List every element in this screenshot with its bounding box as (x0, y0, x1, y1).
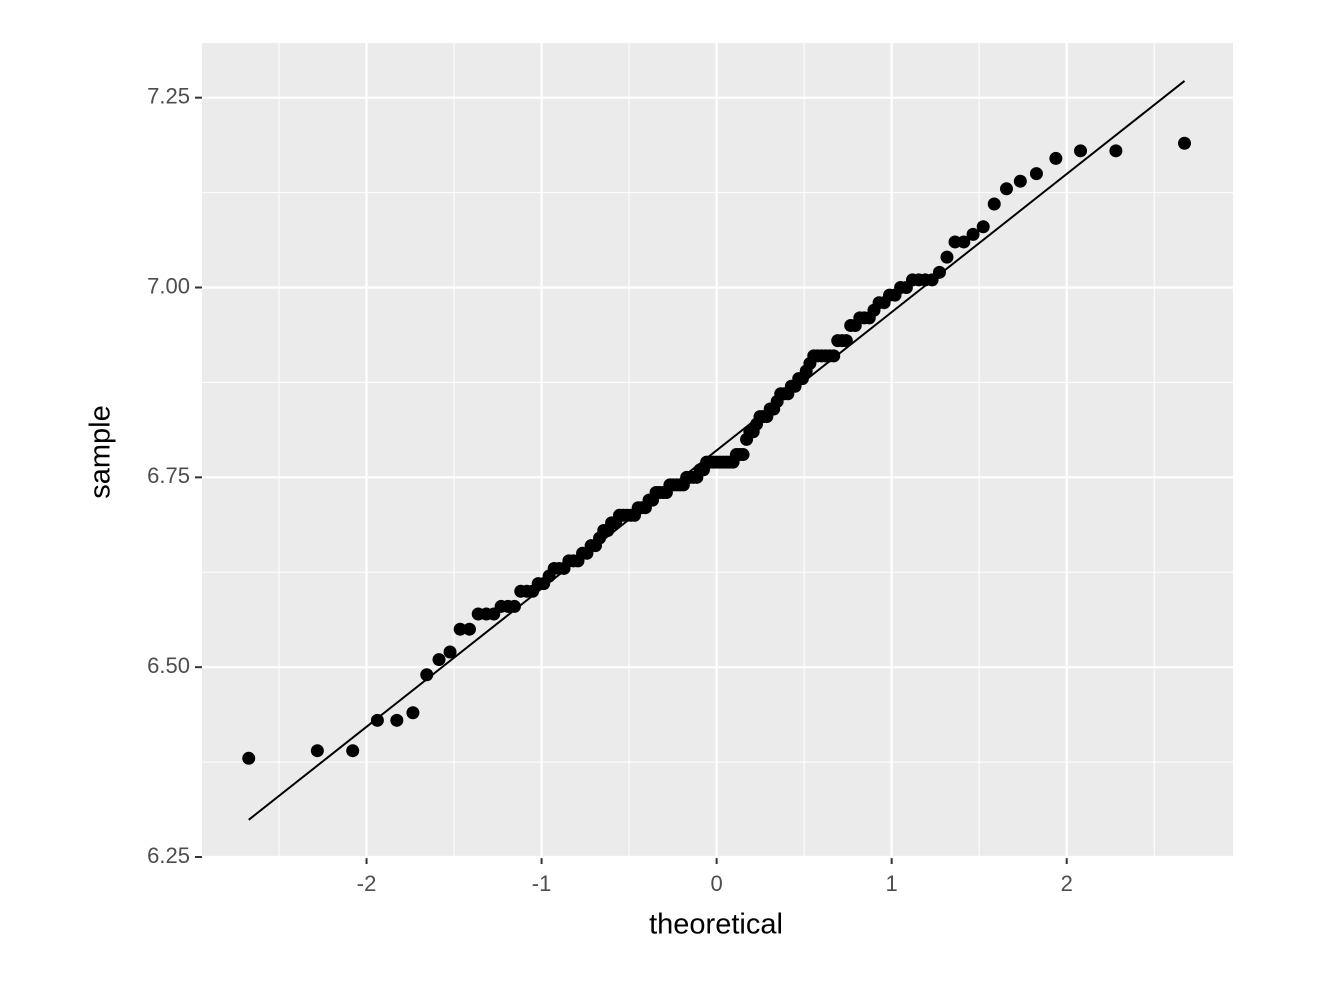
point (462, 622, 476, 636)
point (370, 713, 384, 727)
point (957, 235, 971, 249)
point (406, 706, 420, 720)
point (1074, 144, 1088, 158)
y-tick-label: 6.75 (147, 463, 190, 488)
x-axis-title: theoretical (649, 909, 783, 941)
point (432, 653, 446, 667)
x-tick-label: -2 (357, 871, 377, 896)
point (966, 227, 980, 241)
point (1013, 174, 1027, 188)
point (443, 645, 457, 659)
point (736, 448, 750, 462)
y-tick-label: 7.00 (147, 273, 190, 298)
point (390, 713, 404, 727)
x-tick-label: 2 (1061, 871, 1073, 896)
reference-line (248, 80, 1186, 821)
point (1029, 167, 1043, 181)
point (507, 599, 521, 613)
point (827, 349, 841, 363)
x-tick-label: -1 (532, 871, 552, 896)
y-tick-label: 6.50 (147, 653, 190, 678)
point (242, 751, 256, 765)
x-tick-label: 1 (886, 871, 898, 896)
point (839, 334, 853, 348)
point (940, 250, 954, 264)
point (310, 744, 324, 758)
point (346, 744, 360, 758)
x-tick-label: 0 (710, 871, 722, 896)
point (932, 265, 946, 279)
point (999, 182, 1013, 196)
point (1178, 136, 1192, 150)
y-tick-label: 6.25 (147, 843, 190, 868)
point (976, 220, 990, 234)
point (987, 197, 1001, 211)
point (453, 622, 467, 636)
y-tick-label: 7.25 (147, 83, 190, 108)
y-axis-title: sample (85, 405, 117, 499)
point (1109, 144, 1123, 158)
point (1049, 151, 1063, 165)
point (420, 668, 434, 682)
